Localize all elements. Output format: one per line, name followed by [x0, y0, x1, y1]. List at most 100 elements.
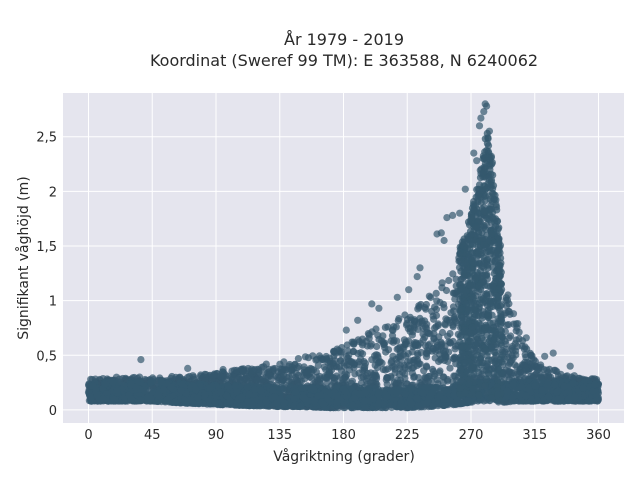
data-point [401, 390, 409, 398]
data-point [296, 402, 304, 411]
data-point [591, 380, 599, 389]
data-point [393, 345, 401, 353]
data-point [127, 395, 135, 403]
data-point [571, 393, 579, 401]
data-point [99, 395, 107, 403]
data-point [397, 403, 405, 411]
data-point [382, 376, 390, 384]
data-point [378, 359, 386, 367]
data-point [393, 337, 401, 345]
data-point [442, 286, 451, 295]
data-point [350, 340, 358, 348]
data-point [449, 270, 457, 278]
data-point [503, 302, 511, 310]
data-point [449, 303, 458, 311]
data-point [147, 395, 155, 403]
data-point [181, 396, 189, 405]
data-point [358, 335, 367, 343]
data-point [233, 388, 241, 396]
data-point [320, 400, 328, 408]
data-point [547, 373, 555, 381]
data-point [86, 393, 94, 401]
data-point [192, 385, 200, 393]
data-point [553, 388, 561, 396]
data-point [278, 366, 286, 374]
data-point [436, 298, 444, 307]
data-point [314, 392, 322, 400]
data-point [418, 378, 426, 386]
data-point [477, 373, 485, 381]
data-point [436, 392, 444, 400]
data-point [504, 367, 512, 375]
data-point [290, 395, 298, 403]
data-point [429, 344, 437, 352]
data-point [432, 289, 440, 297]
data-point [101, 380, 109, 388]
data-point [368, 373, 376, 381]
data-point [285, 377, 293, 385]
data-point [375, 400, 383, 408]
data-point [136, 396, 145, 404]
data-point [371, 361, 379, 369]
data-point [451, 295, 459, 303]
data-point [343, 341, 351, 349]
data-point [347, 358, 356, 366]
data-point [401, 311, 409, 319]
data-point [195, 400, 203, 408]
data-point [423, 383, 431, 391]
data-point [416, 318, 424, 327]
data-point [515, 328, 523, 336]
data-point [226, 397, 234, 405]
data-point [408, 331, 416, 339]
data-point [383, 392, 391, 401]
data-point [341, 388, 350, 396]
data-point [390, 379, 399, 387]
data-point [444, 332, 452, 340]
data-point [531, 382, 540, 390]
data-point [111, 395, 119, 403]
data-point [308, 384, 316, 392]
data-point [509, 380, 517, 389]
data-point [313, 355, 321, 363]
data-point [326, 363, 334, 371]
data-point [379, 332, 387, 340]
data-point [475, 391, 483, 399]
data-point [509, 393, 517, 402]
data-point [551, 381, 559, 389]
data-point [504, 361, 513, 369]
data-point [518, 342, 526, 350]
data-point [579, 384, 588, 392]
data-point [416, 360, 424, 368]
data-point [256, 402, 265, 410]
data-point [389, 352, 397, 360]
data-point [292, 369, 301, 377]
data-point [543, 366, 551, 374]
data-point [444, 357, 452, 366]
data-point [349, 347, 357, 355]
data-point [432, 311, 441, 320]
data-point [216, 372, 225, 380]
data-point [316, 375, 324, 383]
data-point [245, 390, 253, 399]
data-point [422, 353, 431, 361]
data-point [322, 352, 330, 361]
data-point [365, 334, 373, 342]
data-point [368, 328, 376, 336]
data-point [224, 382, 232, 390]
data-point [361, 403, 369, 411]
data-point [301, 353, 309, 361]
data-point [187, 396, 195, 404]
data-point [451, 399, 459, 407]
data-point [230, 373, 238, 381]
data-point [425, 292, 433, 300]
data-point [194, 394, 202, 402]
data-point [534, 365, 543, 373]
data-point [525, 385, 533, 393]
data-point [392, 389, 400, 397]
data-point [544, 379, 552, 387]
data-point [586, 397, 594, 405]
data-point [440, 304, 448, 312]
data-point [356, 390, 364, 398]
data-point [444, 375, 452, 384]
data-point [265, 371, 273, 379]
